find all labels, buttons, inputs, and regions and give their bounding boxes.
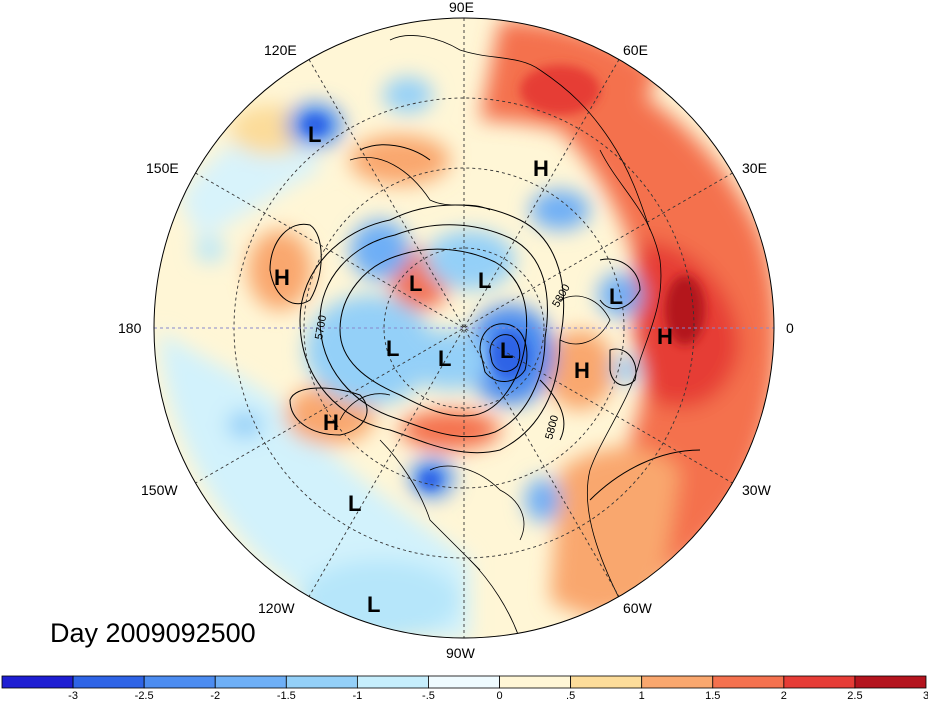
low-center-label: L — [609, 284, 622, 309]
colorbar-swatch — [1, 675, 74, 689]
colorbar-tick-label: -.5 — [422, 690, 435, 702]
high-center-label: H — [533, 156, 549, 181]
colorbar-swatch — [712, 675, 785, 689]
colorbar-tick-label: 2.5 — [847, 690, 862, 702]
colorbar-swatch — [499, 675, 572, 689]
low-center-label: L — [367, 592, 380, 617]
colorbar-swatch — [783, 675, 856, 689]
colorbar-swatch — [214, 675, 287, 689]
low-center-label: L — [438, 346, 451, 371]
lon-label-30w: 30W — [742, 482, 772, 498]
colorbar-tick-label: 2 — [781, 690, 787, 702]
colorbar-swatch — [143, 675, 216, 689]
graticule — [154, 18, 774, 638]
longitude-labels: 90E 60E 30E 0 30W 60W 90W 120W 150W 180 … — [118, 0, 794, 661]
low-center-label: L — [500, 338, 513, 363]
low-center-label: L — [386, 336, 399, 361]
colorbar-tick-label: 1.5 — [705, 690, 720, 702]
lon-label-150w: 150W — [141, 482, 178, 498]
lon-label-90w: 90W — [446, 645, 476, 661]
height-contours — [269, 144, 701, 501]
colorbar-tick-label: -1 — [352, 690, 362, 702]
low-center-label: L — [308, 122, 321, 147]
lon-label-0: 0 — [786, 320, 794, 336]
lon-label-60e: 60E — [623, 42, 648, 58]
lon-label-30e: 30E — [742, 160, 767, 176]
lon-label-120e: 120E — [264, 42, 297, 58]
colorbar-swatch — [641, 675, 714, 689]
low-center-label: L — [409, 271, 422, 296]
high-center-label: H — [574, 358, 590, 383]
high-center-label: H — [657, 324, 673, 349]
lon-label-60w: 60W — [623, 600, 653, 616]
colorbar-tick-label: -2.5 — [135, 690, 154, 702]
colorbar-tick-label: -3 — [68, 690, 78, 702]
high-center-label: H — [323, 410, 339, 435]
colorbar-tick-label: .5 — [566, 690, 575, 702]
map-title: Day 2009092500 — [50, 618, 256, 648]
map-boundary — [153, 17, 775, 639]
colorbar-swatch — [72, 675, 145, 689]
colorbar-tick-label: -1.5 — [277, 690, 296, 702]
lon-label-90e: 90E — [449, 0, 474, 15]
colorbar-swatch — [854, 675, 927, 689]
lon-label-150e: 150E — [146, 160, 179, 176]
colorbar-tick-label: -2 — [210, 690, 220, 702]
low-center-label: L — [478, 268, 491, 293]
colorbar-tick-label: 0 — [496, 690, 502, 702]
coastlines — [339, 35, 662, 638]
lon-label-180: 180 — [118, 320, 142, 336]
anomaly-field — [154, 18, 774, 638]
lon-label-120w: 120W — [258, 600, 295, 616]
pressure-centers: L H H L L L H L L L H H L L — [274, 122, 673, 617]
high-center-label: H — [274, 265, 290, 290]
colorbar-tick-label: 3 — [923, 690, 928, 702]
colorbar-tick-label: 1 — [639, 690, 645, 702]
colorbar-swatch — [285, 675, 358, 689]
colorbar-swatch — [570, 675, 643, 689]
colorbar-swatch — [428, 675, 500, 689]
contour-label-5700: 5700 — [313, 314, 329, 340]
colorbar-swatch — [356, 675, 429, 689]
low-center-label: L — [348, 491, 361, 516]
colorbar: -3 -2.5 -2 -1.5 -1 -.5 0 .5 1 1.5 2 2.5 3 — [1, 675, 928, 702]
